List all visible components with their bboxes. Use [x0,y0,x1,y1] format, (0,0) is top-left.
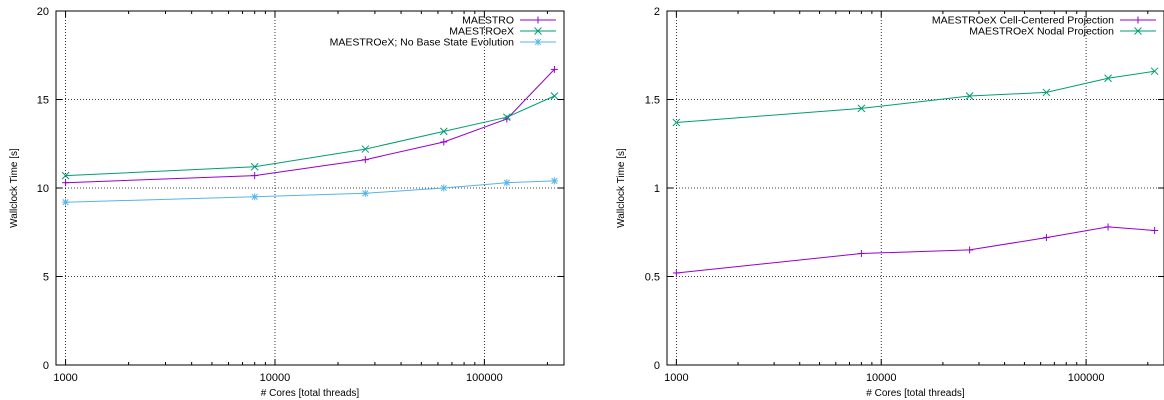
chart-2-ytick-label-2: 1 [654,183,660,195]
chart-1-xtick-label-2: 100000 [466,372,503,384]
chart-1-series-3-point-3-d2 [362,190,369,197]
chart-1-series-3-point-1-d2 [62,199,69,206]
chart-1-series-3-point-2-d2 [251,193,258,201]
chart-2-legend-marker-1 [1134,16,1142,24]
chart-1-xtick-label-0: 1000 [53,372,77,384]
chart-2-ytick-label-1: 0.5 [645,272,660,284]
chart-1-ytick-label-2: 10 [37,183,49,195]
chart-1-ytick-label-1: 5 [43,272,49,284]
chart-1-series-3-point-6 [550,177,558,185]
chart-2-ylabel: Wallclock Time [s] [616,148,627,228]
chart-2-series-2-point-1 [672,118,681,127]
chart-1-series-2-point-4-d2 [439,127,448,136]
chart-1-series-2-point-5-d2 [502,113,511,122]
chart-1-series-2 [61,92,559,180]
chart-1-ylabel: Wallclock Time [s] [9,148,20,228]
chart-1-series-3-point-5-d2 [503,179,510,186]
chart-2-series-2-point-4-d2 [1042,88,1051,97]
chart-1-series-3-point-5 [503,179,511,187]
chart-1-series-2-point-3-d2 [361,145,370,153]
chart-1-series-1-line [65,69,555,184]
chart-2-series-2-point-3 [965,92,974,100]
chart-1-series-2-point-3 [361,145,370,153]
chart-2-series-2-point-1-d2 [672,118,681,127]
chart-2-legend-marker-2 [1134,27,1142,35]
chart-2-xtick-label-1: 10000 [866,372,897,384]
chart-2-series-1-point-4 [1042,234,1050,242]
chart-2-series-2-point-4 [1042,88,1051,97]
chart-2-series-2 [672,67,1159,127]
chart-2-legend-label-2: MAESTROeX Nodal Projection [969,26,1114,38]
chart-2-series-2-point-2-d2 [857,104,866,113]
chart-2-series-2-point-3-d2 [965,92,974,100]
chart-2-series-1-point-5 [1104,223,1112,231]
chart-1-series-2-point-2 [250,162,259,171]
chart-1-series-3-point-3 [361,189,369,197]
chart-2-legend: MAESTROeX Cell-Centered ProjectionMAESTR… [932,15,1156,38]
chart-2: 0 0.5 1 1.5 2 1000 10000 100000 # Cores [total t… [616,6,1164,399]
chart-2-series-1-point-3 [966,246,974,254]
chart-2-series-2-point-5-d2 [1104,74,1112,83]
chart-2-series-1 [672,223,1159,277]
chart-1-series-3-point-6-d2 [551,177,558,185]
chart-1-legend-label-2: MAESTROeX [449,26,514,38]
chart-1-ytick-label-3: 15 [37,95,49,107]
chart-1-series-3-point-2 [251,193,259,201]
chart-1-legend-marker-2-d2 [534,27,542,35]
chart-2-series-2-point-6-d2 [1150,67,1159,76]
chart-1-xtick-label-1: 10000 [260,372,291,384]
chart-1-series-2-point-1-d2 [61,171,70,180]
chart-2-series-1-point-6 [1151,226,1159,234]
chart-1-series-3 [62,177,558,206]
chart-1-series-1-point-1 [62,179,70,187]
chart-2-series-2-point-5 [1104,74,1112,83]
chart-1-series-3-point-4-d2 [440,184,447,192]
chart-1-xlabel: # Cores [total threads] [261,388,360,399]
chart-1-series-1-point-3 [361,156,369,164]
chart-1-series-3-line [65,180,555,203]
chart-1-series-2-point-6-d2 [550,92,559,100]
chart-1-legend-marker-3 [534,38,542,46]
chart-1-series-2-point-6 [550,92,559,100]
chart-1-series-2-point-4 [439,127,448,136]
chart-1-series-2-point-2-d2 [250,162,259,171]
chart-1-legend-marker-1 [534,16,542,24]
chart-1: 0 5 10 15 20 1000 10000 100000 # Cores [total th… [9,6,565,399]
chart-2-legend-label-1: MAESTROeX Cell-Centered Projection [932,15,1114,27]
chart-2-series-2-point-2 [857,104,866,113]
chart-1-legend-marker-3-d2 [534,38,542,46]
chart-2-series-1-point-2 [857,249,865,257]
chart-1-series-1-point-2 [251,172,259,180]
chart-1-series-1-point-6 [550,65,558,73]
chart-1-series-3-point-1 [62,198,70,206]
chart-1-series-1-point-4 [440,138,448,146]
chart-2-legend-marker-2-d2 [1134,27,1142,35]
chart-2-ytick-label-3: 1.5 [645,95,660,107]
chart-2-series-1-line [676,226,1155,274]
chart-1-ytick-label-0: 0 [43,360,49,372]
chart-2-xtick-label-2: 100000 [1068,372,1105,384]
chart-2-ytick-label-0: 0 [654,360,660,372]
chart-2-series-2-line [676,70,1155,123]
chart-2-xlabel: # Cores [total threads] [866,388,965,399]
chart-1-series-2-line [65,95,555,177]
chart-2-series-2-point-6 [1150,67,1159,76]
chart-1-ytick-label-4: 20 [37,6,49,18]
chart-1-legend-label-3: MAESTROeX; No Base State Evolution [330,37,515,49]
chart-1-legend-label-1: MAESTRO [462,15,514,27]
chart-2-xtick-label-0: 1000 [664,372,688,384]
chart-2-ytick-label-4: 2 [654,6,660,18]
chart-1-series-2-point-1 [61,171,70,180]
chart-2-series-1-point-1 [672,269,680,277]
chart-1-series-3-point-4 [440,184,448,192]
chart-1-legend-marker-2 [534,27,542,35]
chart-1-series-2-point-5 [502,113,511,122]
